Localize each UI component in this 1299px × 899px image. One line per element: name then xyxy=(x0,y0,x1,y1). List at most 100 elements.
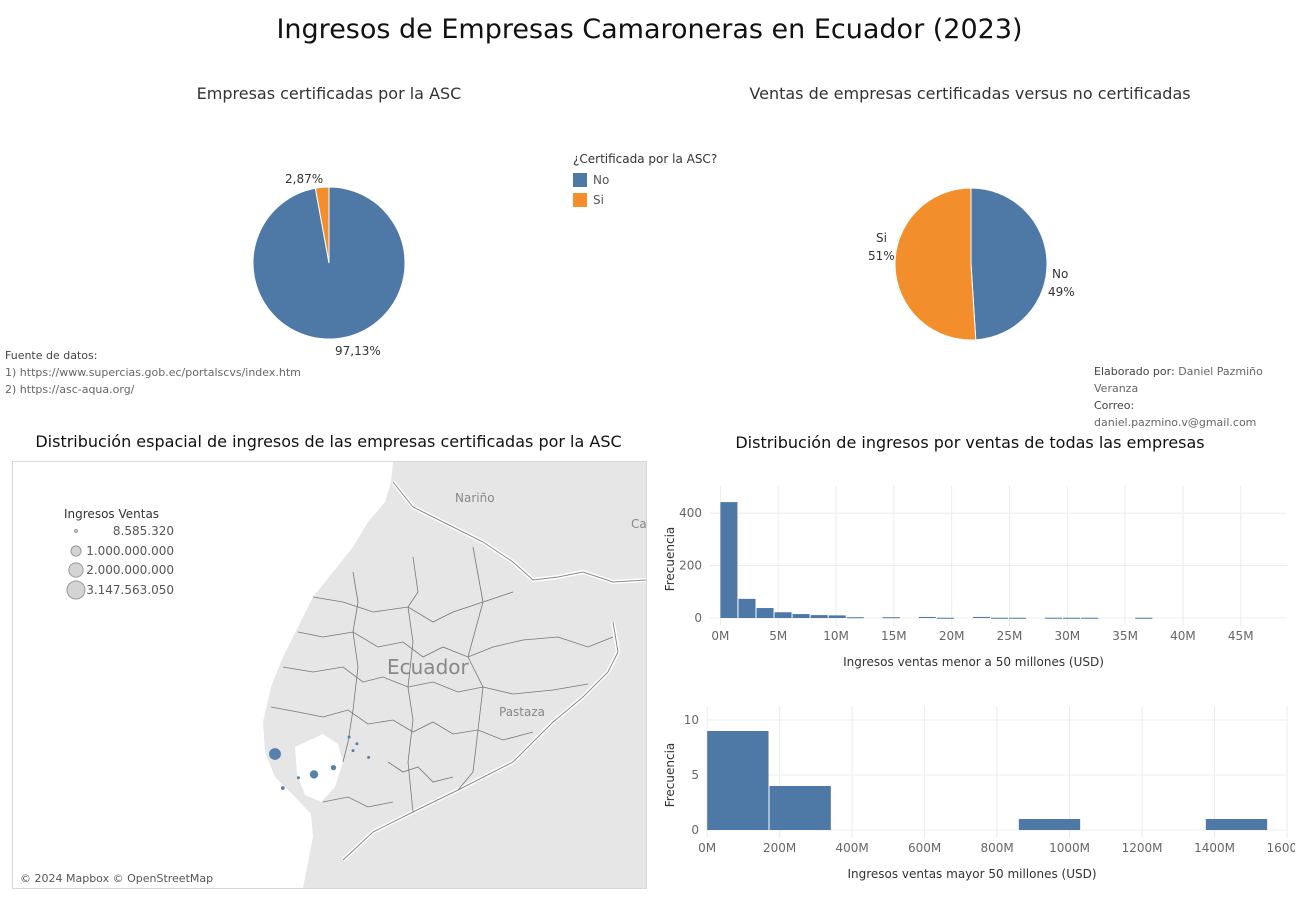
x-tick-label: 25M xyxy=(997,629,1023,643)
x-tick-label: 1200M xyxy=(1122,841,1163,855)
map-gulf xyxy=(295,734,343,802)
map-point[interactable] xyxy=(280,786,285,790)
source-link-2[interactable]: 2) https://asc-aqua.org/ xyxy=(5,383,135,396)
histogram-mayor-50m: 0 5 10 0M 200M 400M 600M 800M 1000M 1200M 1400M 160… xyxy=(663,706,1295,881)
x-axis-label: Ingresos ventas menor a 50 millones (USD… xyxy=(843,655,1104,669)
x-tick-label: 20M xyxy=(939,629,965,643)
map-point[interactable] xyxy=(347,735,351,739)
map-label-ca: Ca xyxy=(631,517,646,531)
author-info: Elaborado por: Daniel Pazmiño Veranza Co… xyxy=(1094,363,1299,431)
dashboard-title: Ingresos de Empresas Camaroneras en Ecua… xyxy=(276,14,1023,45)
histogram-bar[interactable] xyxy=(1063,617,1081,619)
map-canvas: Nariño Ca Ecuador Pastaza Ingresos Venta… xyxy=(13,462,646,888)
author-label: Elaborado por: xyxy=(1094,365,1175,378)
histogram-bar[interactable] xyxy=(846,617,864,619)
y-tick-label: 10 xyxy=(684,713,699,727)
legend-swatch-si xyxy=(573,193,587,207)
histogram-bar[interactable] xyxy=(720,502,738,618)
legend-size-label: 2.000.000.000 xyxy=(86,563,174,577)
border-north-line xyxy=(392,481,646,583)
author-email[interactable]: daniel.pazmino.v@gmail.com xyxy=(1094,416,1257,429)
legend-label-si: Si xyxy=(593,193,604,207)
map-view[interactable]: Nariño Ca Ecuador Pastaza Ingresos Venta… xyxy=(12,461,647,889)
x-tick-label: 0M xyxy=(698,841,716,855)
map-title: Distribución espacial de ingresos de las… xyxy=(35,432,622,451)
y-axis-label: Frecuencia xyxy=(663,743,677,808)
y-tick-label: 400 xyxy=(679,506,702,520)
histogram-bar[interactable] xyxy=(1081,617,1099,619)
histogram-bar[interactable] xyxy=(882,617,900,619)
x-tick-label: 40M xyxy=(1170,629,1196,643)
x-tick-label: 45M xyxy=(1228,629,1254,643)
map-label-pastaza: Pastaza xyxy=(499,705,545,719)
histogram-bar[interactable] xyxy=(707,731,769,830)
pie1-title: Empresas certificadas por la ASC xyxy=(196,84,462,103)
x-tick-label: 0M xyxy=(711,629,729,643)
map-point[interactable] xyxy=(309,770,319,779)
border-south xyxy=(341,621,621,862)
x-tick-label: 1600M xyxy=(1267,841,1295,855)
histogram-bar[interactable] xyxy=(756,608,774,618)
legend-size-circle xyxy=(74,529,78,533)
map-label-narino: Nariño xyxy=(455,491,495,505)
legend-size-label: 1.000.000.000 xyxy=(86,544,174,558)
x-tick-label: 400M xyxy=(836,841,869,855)
x-tick-label: 15M xyxy=(881,629,907,643)
legend-item-si[interactable]: Si xyxy=(573,190,717,210)
pie-certificadas: 97,13% 2,87% xyxy=(252,172,406,358)
histogram-bar[interactable] xyxy=(774,612,792,618)
data-sources: Fuente de datos: 1) https://www.supercia… xyxy=(5,347,301,398)
map-attribution[interactable]: © 2024 Mapbox © OpenStreetMap xyxy=(20,872,213,885)
x-tick-label: 10M xyxy=(823,629,849,643)
legend-size-label: 3.147.563.050 xyxy=(86,583,174,597)
histogram-bar[interactable] xyxy=(1205,819,1268,830)
histogram-bar[interactable] xyxy=(918,616,936,618)
map-point[interactable] xyxy=(367,755,371,759)
map-ocean xyxy=(13,462,393,888)
histogram-bar[interactable] xyxy=(1045,617,1063,619)
pie-label-no-pct: 49% xyxy=(1048,285,1075,299)
map-point[interactable] xyxy=(296,776,300,780)
histogram-bar[interactable] xyxy=(769,786,831,830)
map-legend-title: Ingresos Ventas xyxy=(64,507,159,521)
x-axis-label: Ingresos ventas mayor 50 millones (USD) xyxy=(847,867,1096,881)
map-point[interactable] xyxy=(351,749,355,753)
histogram-bar[interactable] xyxy=(792,614,810,618)
border-north xyxy=(391,480,646,585)
y-axis-label: Frecuencia xyxy=(663,527,677,592)
legend-title: ¿Certificada por la ASC? xyxy=(573,152,718,166)
histogram-menor-50m: 0 200 400 0M 5M 10M 15M 20M 25M 30M 35M 40M 45M Ingre… xyxy=(663,486,1287,669)
histogram-bar[interactable] xyxy=(828,615,846,618)
legend-item-no[interactable]: No xyxy=(573,170,717,190)
histogram-bar[interactable] xyxy=(738,598,756,618)
pie-slice-si[interactable] xyxy=(314,186,330,264)
map-size-legend: 8.585.320 1.000.000.000 2.000.000.000 3.147… xyxy=(66,524,174,600)
pie-slice-si[interactable] xyxy=(894,187,977,341)
x-tick-label: 30M xyxy=(1054,629,1080,643)
map-point[interactable] xyxy=(355,742,359,746)
pie-slice-no[interactable] xyxy=(970,187,1048,341)
author-name: Daniel Pazmiño Veranza xyxy=(1094,365,1263,395)
histogram-bar[interactable] xyxy=(990,617,1009,619)
map-point[interactable] xyxy=(330,764,337,771)
hist-title: Distribución de ingresos por ventas de t… xyxy=(735,433,1205,452)
x-tick-label: 35M xyxy=(1112,629,1138,643)
map-point[interactable] xyxy=(269,748,281,760)
source-link-1[interactable]: 1) https://www.supercias.gob.ec/portalsc… xyxy=(5,366,301,379)
x-tick-label: 5M xyxy=(769,629,787,643)
histogram-bar[interactable] xyxy=(1135,617,1153,619)
histogram-bar[interactable] xyxy=(972,616,990,618)
map-label-ecuador: Ecuador xyxy=(387,655,469,679)
x-tick-label: 1400M xyxy=(1194,841,1235,855)
legend-label-no: No xyxy=(593,173,610,187)
pie1-legend: ¿Certificada por la ASC? No Si xyxy=(573,152,717,210)
histogram-bar[interactable] xyxy=(810,615,828,618)
x-tick-label: 200M xyxy=(763,841,796,855)
x-tick-label: 1000M xyxy=(1049,841,1090,855)
histogram-bar[interactable] xyxy=(936,617,954,619)
histogram-bar[interactable] xyxy=(1018,819,1081,830)
histogram-bar[interactable] xyxy=(1009,617,1027,619)
pie2-title: Ventas de empresas certificadas versus n… xyxy=(749,84,1191,103)
legend-swatch-no xyxy=(573,173,587,187)
pie-label-si-name: Si xyxy=(876,231,887,245)
